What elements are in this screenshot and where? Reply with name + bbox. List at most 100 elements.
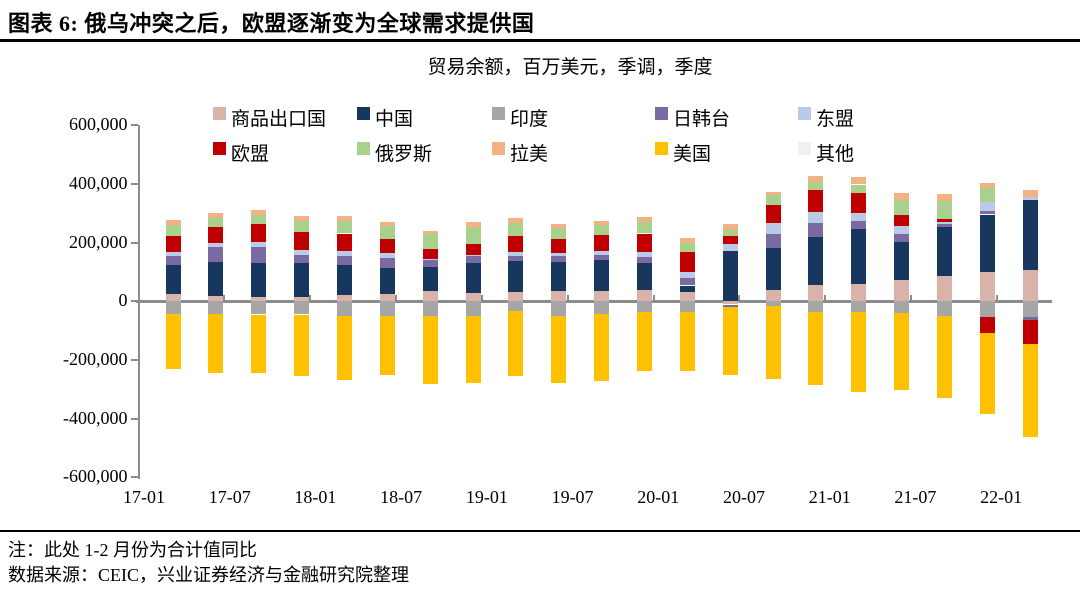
bar-segment-india-20-10 — [808, 301, 824, 312]
bar-segment-commodity-exporters-19-04 — [551, 290, 567, 302]
bar-segment-asean-21-07 — [936, 222, 952, 224]
bar-segment-usa-21-01 — [851, 312, 867, 392]
bar-segment-eu-20-07 — [765, 205, 781, 223]
legend-label-eu: 欧盟 — [231, 144, 270, 165]
y-axis-tick — [130, 476, 138, 479]
bar-segment-latam-17-07 — [251, 210, 267, 216]
legend-swatch-china — [357, 107, 370, 120]
bar-segment-japan-korea-taiwan-18-01 — [336, 256, 352, 266]
bar-segment-usa-21-10 — [979, 332, 995, 414]
bar-segment-india-19-07 — [594, 301, 610, 314]
bar-segment-russia-18-04 — [379, 225, 395, 240]
legend-label-latam: 拉美 — [510, 144, 549, 165]
y-axis-tick — [130, 241, 138, 244]
legend-swatch-asean — [798, 107, 811, 120]
bar-segment-commodity-exporters-18-01 — [336, 294, 352, 302]
bar-segment-commodity-exporters-19-07 — [594, 291, 610, 302]
bar-segment-russia-17-07 — [251, 215, 267, 225]
legend-swatch-commodity-exporters — [213, 107, 226, 120]
bar-segment-eu-17-07 — [251, 224, 267, 242]
data-source-note: 数据来源：CEIC，兴业证券经济与金融研究院整理 — [8, 565, 409, 585]
bar-segment-asean-21-01 — [851, 213, 867, 221]
bar-segment-china-21-10 — [979, 214, 995, 272]
bar-segment-china-18-01 — [336, 265, 352, 295]
bar-segment-latam-20-04 — [722, 224, 738, 230]
bar-segment-china-18-04 — [379, 267, 395, 294]
bar-segment-latam-21-01 — [851, 177, 867, 185]
bar-segment-japan-korea-taiwan-20-10 — [808, 222, 824, 237]
bar-segment-usa-18-01 — [336, 315, 352, 380]
bar-segment-usa-21-07 — [936, 316, 952, 399]
bar-segment-asean-20-07 — [765, 222, 781, 234]
bar-segment-usa-19-10 — [636, 311, 652, 371]
bar-segment-latam-18-04 — [379, 221, 395, 226]
bar-segment-latam-21-04 — [894, 193, 910, 201]
bar-segment-japan-korea-taiwan-18-07 — [422, 259, 438, 267]
y-axis-label: 200,000 — [69, 231, 128, 252]
bar-segment-china-21-04 — [894, 241, 910, 280]
bar-segment-usa-17-07 — [251, 314, 267, 374]
bar-segment-asean-21-04 — [894, 226, 910, 235]
bar-segment-eu-21-04 — [894, 215, 910, 227]
bar-segment-india-19-10 — [636, 301, 652, 312]
legend-label-asean: 东盟 — [816, 109, 855, 130]
x-axis-label: 19-07 — [551, 487, 594, 507]
bar-segment-japan-korea-taiwan-18-04 — [379, 257, 395, 268]
zero-line-tick — [910, 295, 913, 300]
y-axis-label: -200,000 — [63, 348, 128, 369]
y-axis-label: 400,000 — [69, 172, 128, 193]
bar-segment-russia-17-10 — [294, 220, 310, 232]
bar-segment-china-17-07 — [251, 262, 267, 297]
bar-segment-india-18-01 — [336, 301, 352, 316]
bar-segment-commodity-exporters-20-01 — [679, 292, 695, 302]
bar-segment-china-17-01 — [165, 264, 181, 294]
bar-segment-usa-17-10 — [294, 314, 310, 376]
legend-swatch-japan-korea-taiwan — [655, 107, 668, 120]
zero-line-tick — [308, 295, 311, 300]
bar-segment-russia-21-04 — [894, 200, 910, 216]
bar-segment-china-19-04 — [551, 261, 567, 291]
bar-segment-japan-korea-taiwan-17-10 — [294, 255, 310, 264]
x-axis-label: 17-07 — [208, 487, 251, 507]
bar-segment-india-18-10 — [465, 301, 481, 317]
bar-segment-latam-19-10 — [636, 216, 652, 222]
bar-segment-russia-21-07 — [936, 201, 952, 220]
legend-swatch-usa — [655, 142, 668, 155]
title-divider — [0, 39, 1080, 42]
zero-line-tick — [996, 295, 999, 300]
bar-segment-japan-korea-taiwan-19-10 — [636, 257, 652, 263]
bar-segment-usa-18-07 — [422, 315, 438, 385]
bar-segment-russia-18-07 — [422, 234, 438, 250]
bar-segment-india-18-07 — [422, 301, 438, 316]
legend-label-russia: 俄罗斯 — [375, 144, 433, 165]
bar-segment-japan-korea-taiwan-17-01 — [165, 255, 181, 265]
bar-segment-india-21-04 — [894, 301, 910, 313]
bar-segment-russia-17-04 — [208, 217, 224, 227]
bar-segment-commodity-exporters-18-10 — [465, 293, 481, 302]
bar-segment-india-17-04 — [208, 301, 224, 314]
y-axis-tick — [130, 358, 138, 361]
bar-segment-eu-17-10 — [294, 231, 310, 250]
legend-swatch-eu — [213, 142, 226, 155]
bar-segment-eu-20-10 — [808, 190, 824, 213]
y-axis-tick — [130, 417, 138, 420]
y-axis-label: 600,000 — [69, 114, 128, 135]
bar-segment-japan-korea-taiwan-19-04 — [551, 256, 567, 262]
bar-segment-usa-20-10 — [808, 311, 824, 385]
legend-swatch-india — [492, 107, 505, 120]
bar-segment-commodity-exporters-21-10 — [979, 271, 995, 302]
bar-segment-commodity-exporters-20-07 — [765, 289, 781, 302]
bar-segment-asean-19-07 — [594, 250, 610, 255]
bar-segment-asean-20-01 — [679, 271, 695, 278]
y-axis-label: -400,000 — [63, 407, 128, 428]
bar-segment-india-18-04 — [379, 301, 395, 316]
bar-segment-china-20-04 — [722, 250, 738, 302]
bar-segment-usa-20-07 — [765, 306, 781, 380]
bar-segment-japan-korea-taiwan-20-01 — [679, 277, 695, 286]
bar-segment-japan-korea-taiwan-21-10 — [979, 211, 995, 215]
bar-segment-latam-18-01 — [336, 216, 352, 221]
bar-segment-russia-20-07 — [765, 195, 781, 206]
bar-segment-latam-17-04 — [208, 212, 224, 218]
bar-segment-china-17-10 — [294, 263, 310, 297]
